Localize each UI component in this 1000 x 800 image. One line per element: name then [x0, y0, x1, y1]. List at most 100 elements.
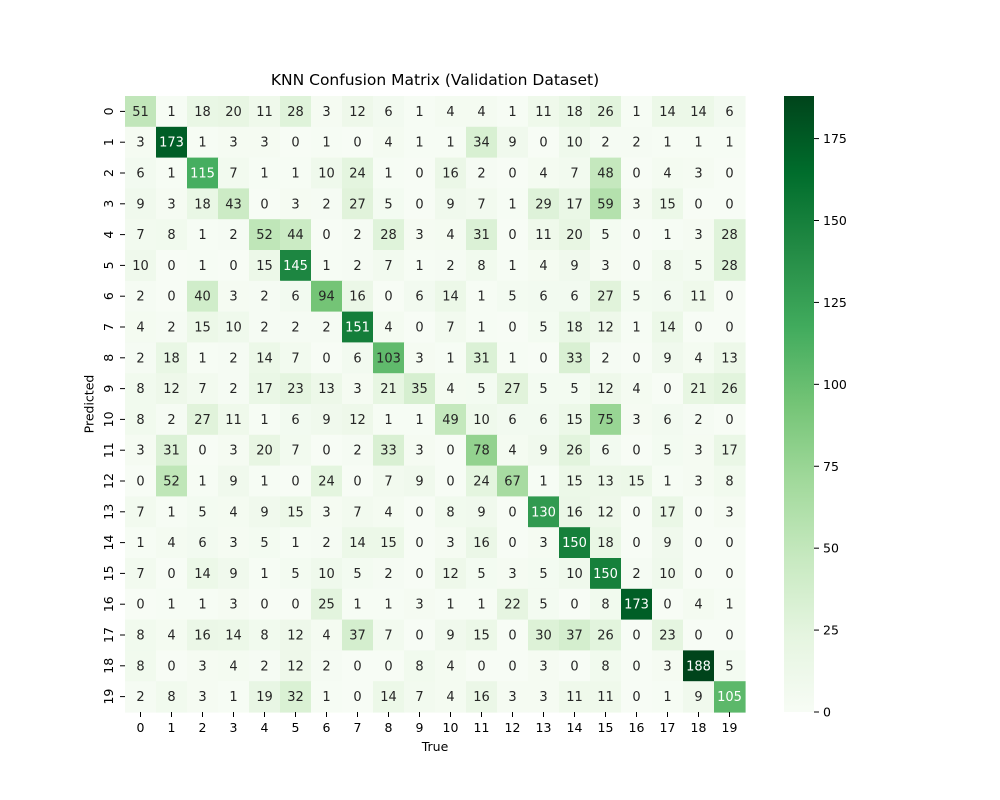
heatmap-cell: [528, 188, 560, 220]
heatmap-cell: [125, 496, 157, 528]
heatmap-cell: [125, 126, 157, 159]
heatmap-cell: [280, 96, 312, 128]
cell-value-label: 0: [632, 167, 640, 182]
cell-value-label: 3: [694, 444, 702, 459]
cell-value-label: 4: [446, 382, 454, 397]
cell-value-label: 15: [194, 321, 211, 336]
heatmap-cell: [373, 619, 405, 651]
heatmap-cell: [435, 650, 467, 682]
heatmap-cell: [280, 527, 312, 559]
cell-value-label: 37: [349, 629, 366, 644]
cell-value-label: 10: [659, 567, 676, 582]
heatmap-cell: [249, 434, 281, 467]
heatmap-cell: [404, 188, 436, 220]
cell-value-label: 2: [322, 321, 330, 336]
heatmap-cell: [280, 465, 312, 497]
heatmap-cell: [683, 373, 715, 405]
heatmap-cell: [373, 681, 405, 713]
cell-value-label: 0: [198, 444, 206, 459]
cell-value-label: 31: [473, 228, 490, 243]
cell-value-label: 5: [570, 382, 578, 397]
cell-value-label: 0: [632, 505, 640, 520]
heatmap-cell: [373, 527, 405, 559]
heatmap-cell: [311, 188, 343, 220]
cell-value-label: 3: [663, 659, 671, 674]
cell-value-label: 0: [539, 351, 547, 366]
cell-value-label: 4: [136, 321, 144, 336]
cell-value-label: 9: [260, 505, 268, 520]
heatmap-cell: [311, 650, 343, 682]
y-tick-label: 17: [101, 627, 116, 643]
heatmap-cell: [466, 126, 498, 159]
cell-value-label: 12: [287, 629, 304, 644]
cell-value-label: 26: [566, 444, 583, 459]
cell-value-label: 1: [198, 259, 206, 274]
cell-value-label: 14: [442, 290, 459, 305]
cell-value-label: 1: [663, 136, 671, 151]
heatmap-cell: [683, 126, 715, 159]
heatmap-cell: [683, 342, 715, 374]
cell-value-label: 0: [384, 659, 392, 674]
heatmap-cell: [373, 188, 405, 220]
cell-value-label: 0: [415, 505, 423, 520]
heatmap-cell: [342, 588, 374, 621]
heatmap-cell: [435, 126, 467, 159]
heatmap-cell: [156, 250, 188, 282]
heatmap-cell: [125, 219, 157, 251]
cell-value-label: 16: [473, 536, 490, 551]
heatmap-cell: [125, 434, 157, 467]
cell-value-label: 6: [663, 290, 671, 305]
heatmap-cell: [218, 157, 250, 189]
heatmap-cell: [435, 188, 467, 220]
cell-value-label: 1: [167, 105, 175, 120]
heatmap-cell: [342, 527, 374, 559]
cell-value-label: 115: [190, 167, 215, 182]
heatmap-cell: [404, 126, 436, 159]
cell-value-label: 20: [256, 444, 273, 459]
cell-value-label: 28: [721, 259, 738, 274]
heatmap-cell: [497, 404, 529, 436]
heatmap-cell: [714, 588, 746, 621]
heatmap-cell: [714, 157, 746, 189]
heatmap-cell: [497, 342, 529, 374]
cell-value-label: 9: [322, 413, 330, 428]
cell-value-label: 1: [198, 475, 206, 490]
cell-value-label: 2: [260, 321, 268, 336]
cell-value-label: 94: [318, 290, 335, 305]
cell-value-label: 103: [376, 351, 401, 366]
heatmap-cell: [652, 465, 684, 497]
heatmap-cell: [187, 219, 219, 251]
cell-value-label: 0: [725, 629, 733, 644]
heatmap-cell: [125, 558, 157, 590]
heatmap-cell: [652, 219, 684, 251]
heatmap-cell: [280, 188, 312, 220]
heatmap-cell: [714, 650, 746, 682]
heatmap-cell: [342, 465, 374, 497]
heatmap-cell: [280, 650, 312, 682]
heatmap-cell: [218, 188, 250, 220]
heatmap-cell: [559, 219, 591, 251]
x-tick-label: 3: [230, 720, 238, 735]
cell-value-label: 8: [415, 659, 423, 674]
cell-value-label: 6: [725, 105, 733, 120]
heatmap-cell: [156, 404, 188, 436]
heatmap-cell: [559, 280, 591, 313]
heatmap-cell: [621, 157, 653, 189]
cell-value-label: 11: [535, 105, 552, 120]
heatmap-cell: [435, 558, 467, 590]
cell-value-label: 11: [597, 690, 614, 705]
heatmap-cell: [311, 558, 343, 590]
cell-value-label: 3: [539, 536, 547, 551]
heatmap-cell: [683, 250, 715, 282]
heatmap-cell: [249, 96, 281, 128]
y-tick-label: 5: [101, 261, 116, 269]
cell-value-label: 1: [353, 598, 361, 613]
heatmap-cell: [342, 126, 374, 159]
heatmap-cell: [404, 342, 436, 374]
cell-value-label: 4: [446, 105, 454, 120]
cell-value-label: 8: [136, 629, 144, 644]
heatmap-cell: [590, 219, 622, 251]
heatmap-cell: [125, 619, 157, 651]
cell-value-label: 7: [477, 197, 485, 212]
cell-value-label: 4: [508, 444, 516, 459]
